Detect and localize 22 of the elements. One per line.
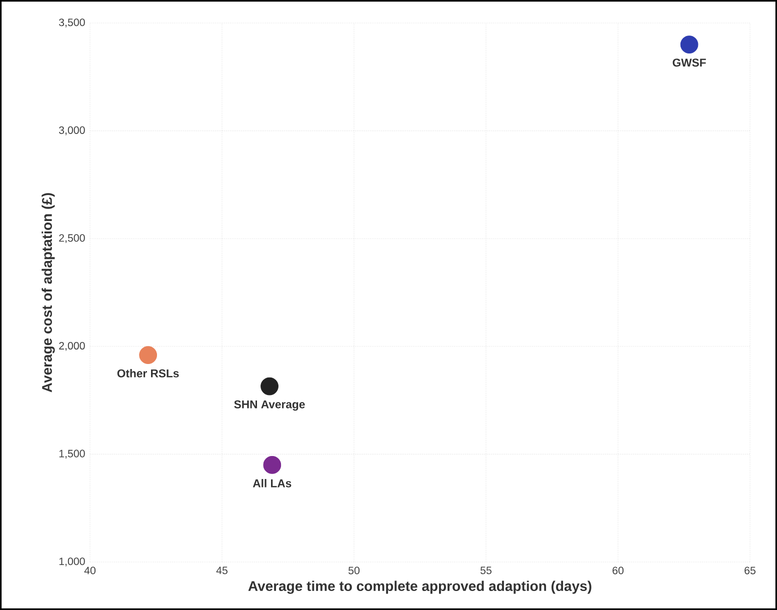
x-axis-title: Average time to complete approved adaption (days) [248, 580, 592, 594]
x-tick-label: 40 [84, 566, 96, 574]
x-tick-label: 65 [744, 566, 756, 574]
y-tick-label: 3,500 [58, 18, 85, 28]
point [139, 346, 158, 364]
point [263, 456, 282, 474]
y-tick-label: 1,500 [59, 450, 85, 459]
series-label: GWSF [672, 58, 706, 67]
y-axis-title: Average cost of adaptation (£) [42, 193, 55, 392]
y-tick-label: 1,000 [59, 558, 85, 566]
x-tick-label: 55 [480, 566, 492, 574]
series-label: SHN Average [234, 400, 305, 411]
x-tick-label: 60 [612, 566, 624, 574]
series-label: All LAs [252, 479, 292, 488]
y-tick-label: 3,000 [58, 126, 85, 136]
point [260, 377, 278, 396]
y-tick-label: 2,500 [59, 234, 85, 243]
y-tick-label: 2,000 [59, 342, 85, 351]
x-tick-label: 45 [216, 566, 228, 574]
point [680, 36, 698, 54]
x-tick-label: 50 [348, 566, 360, 574]
series-label: Other RSLs [117, 369, 179, 378]
